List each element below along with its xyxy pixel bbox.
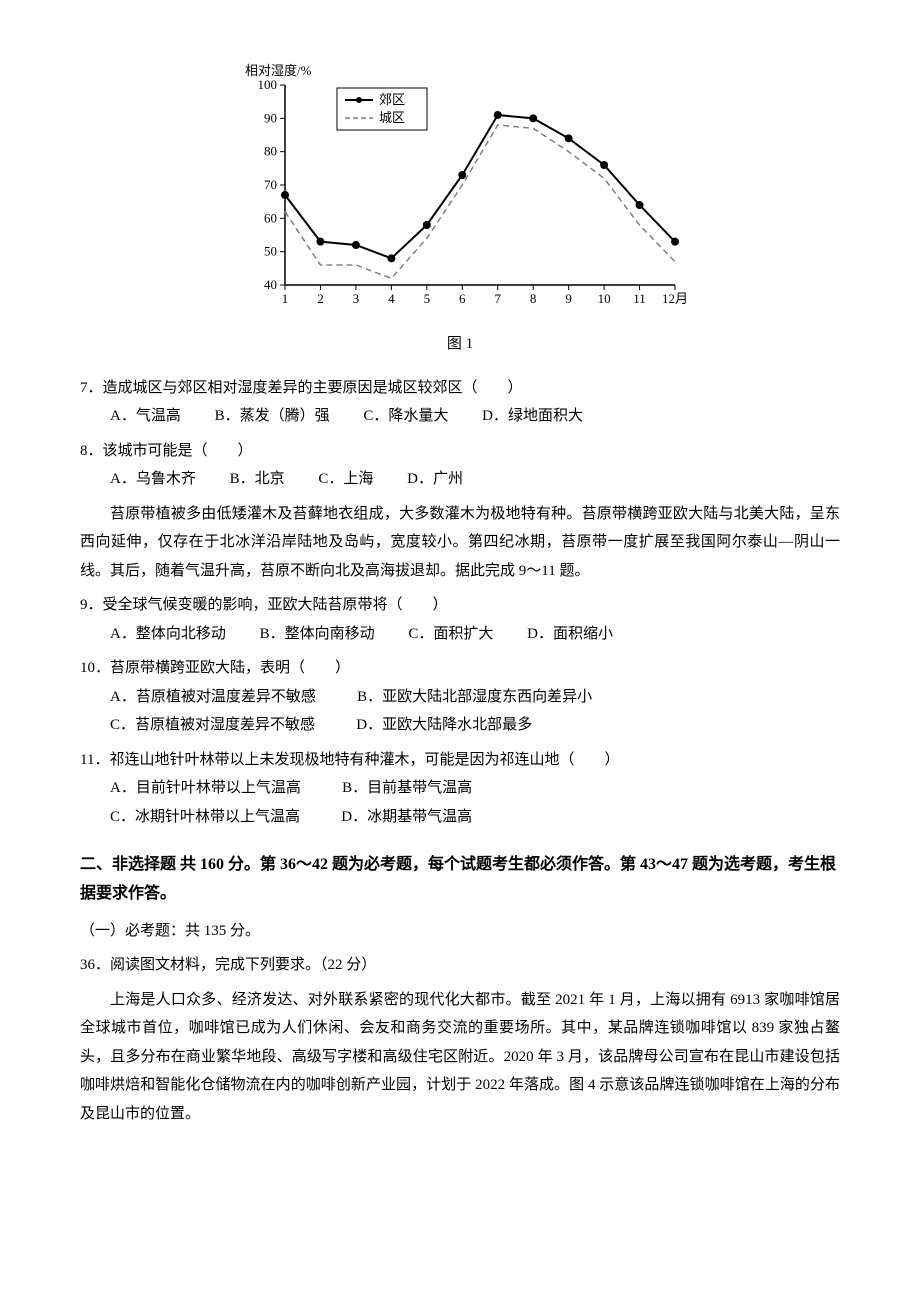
svg-text:60: 60 [264, 210, 277, 225]
q9-opt-c: C．面积扩大 [408, 620, 493, 649]
q10-text: 10．苔原带横跨亚欧大陆，表明（ ） [80, 660, 350, 676]
svg-text:6: 6 [459, 291, 466, 306]
q10-options: A．苔原植被对温度差异不敏感 B．亚欧大陆北部湿度东西向差异小 C．苔原植被对湿… [110, 683, 840, 740]
question-10: 10．苔原带横跨亚欧大陆，表明（ ） A．苔原植被对温度差异不敏感 B．亚欧大陆… [80, 654, 840, 740]
svg-text:80: 80 [264, 144, 277, 159]
svg-text:3: 3 [353, 291, 360, 306]
q8-opt-b: B．北京 [230, 465, 285, 494]
question-36-head: 36．阅读图文材料，完成下列要求。（22 分） [80, 951, 840, 980]
q11-opt-b: B．目前基带气温高 [342, 774, 472, 803]
q7-opt-b: B．蒸发（腾）强 [215, 402, 330, 431]
passage-tundra: 苔原带植被多由低矮灌木及苔藓地衣组成，大多数灌木为极地特有种。苔原带横跨亚欧大陆… [80, 500, 840, 586]
svg-text:7: 7 [494, 291, 501, 306]
q8-opt-c: C．上海 [318, 465, 373, 494]
q10-opt-d: D．亚欧大陆降水北部最多 [356, 711, 532, 740]
q7-opt-c: C．降水量大 [363, 402, 448, 431]
q8-opt-d: D．广州 [407, 465, 463, 494]
svg-text:1: 1 [282, 291, 289, 306]
svg-text:8: 8 [530, 291, 537, 306]
svg-text:10: 10 [598, 291, 611, 306]
question-7: 7．造成城区与郊区相对湿度差异的主要原因是城区较郊区（ ） A．气温高 B．蒸发… [80, 374, 840, 431]
q9-text: 9．受全球气候变暖的影响，亚欧大陆苔原带将（ ） [80, 597, 448, 613]
q10-opt-b: B．亚欧大陆北部湿度东西向差异小 [357, 683, 592, 712]
question-11: 11．祁连山地针叶林带以上未发现极地特有种灌木，可能是因为祁连山地（ ） A．目… [80, 746, 840, 832]
svg-text:40: 40 [264, 277, 277, 292]
svg-text:2: 2 [317, 291, 324, 306]
chart-caption: 图 1 [80, 330, 840, 359]
svg-text:70: 70 [264, 177, 277, 192]
humidity-chart: 相对湿度/% 40 50 60 70 80 90 100 1 2 3 4 5 6 7 8 9 10 11 12月 郊区… [80, 60, 840, 320]
q9-options: A．整体向北移动 B．整体向南移动 C．面积扩大 D．面积缩小 [110, 620, 840, 649]
q7-opt-d: D．绿地面积大 [482, 402, 583, 431]
chart-svg: 相对湿度/% 40 50 60 70 80 90 100 1 2 3 4 5 6 7 8 9 10 11 12月 郊区… [225, 60, 695, 320]
question-9: 9．受全球气候变暖的影响，亚欧大陆苔原带将（ ） A．整体向北移动 B．整体向南… [80, 591, 840, 648]
q9-opt-a: A．整体向北移动 [110, 620, 226, 649]
svg-text:12月: 12月 [662, 291, 688, 306]
svg-text:100: 100 [258, 77, 278, 92]
q11-opt-d: D．冰期基带气温高 [341, 803, 472, 832]
q11-text: 11．祁连山地针叶林带以上未发现极地特有种灌木，可能是因为祁连山地（ ） [80, 752, 619, 768]
svg-text:90: 90 [264, 110, 277, 125]
svg-text:城区: 城区 [379, 110, 405, 125]
svg-text:5: 5 [424, 291, 431, 306]
q8-opt-a: A．乌鲁木齐 [110, 465, 196, 494]
section-2-header: 二、非选择题 共 160 分。第 36～42 题为必考题，每个试题考生都必须作答… [80, 851, 840, 909]
q36-passage: 上海是人口众多、经济发达、对外联系紧密的现代化大都市。截至 2021 年 1 月… [80, 986, 840, 1129]
q7-options: A．气温高 B．蒸发（腾）强 C．降水量大 D．绿地面积大 [110, 402, 840, 431]
svg-text:郊区: 郊区 [379, 92, 405, 107]
question-8: 8．该城市可能是（ ） A．乌鲁木齐 B．北京 C．上海 D．广州 [80, 437, 840, 494]
q11-options: A．目前针叶林带以上气温高 B．目前基带气温高 C．冰期针叶林带以上气温高 D．… [110, 774, 840, 831]
q9-opt-d: D．面积缩小 [527, 620, 613, 649]
q8-text: 8．该城市可能是（ ） [80, 443, 253, 459]
q9-opt-b: B．整体向南移动 [260, 620, 375, 649]
q11-opt-c: C．冰期针叶林带以上气温高 [110, 803, 300, 832]
q10-opt-c: C．苔原植被对湿度差异不敏感 [110, 711, 315, 740]
q7-text: 7．造成城区与郊区相对湿度差异的主要原因是城区较郊区（ ） [80, 380, 523, 396]
svg-text:50: 50 [264, 244, 277, 259]
q8-options: A．乌鲁木齐 B．北京 C．上海 D．广州 [110, 465, 840, 494]
y-axis-label: 相对湿度/% [245, 63, 312, 78]
svg-text:4: 4 [388, 291, 395, 306]
q10-opt-a: A．苔原植被对温度差异不敏感 [110, 683, 316, 712]
svg-text:11: 11 [633, 291, 646, 306]
subsection-required: （一）必考题：共 135 分。 [80, 917, 840, 946]
q7-opt-a: A．气温高 [110, 402, 181, 431]
svg-text:9: 9 [565, 291, 572, 306]
q11-opt-a: A．目前针叶林带以上气温高 [110, 774, 301, 803]
